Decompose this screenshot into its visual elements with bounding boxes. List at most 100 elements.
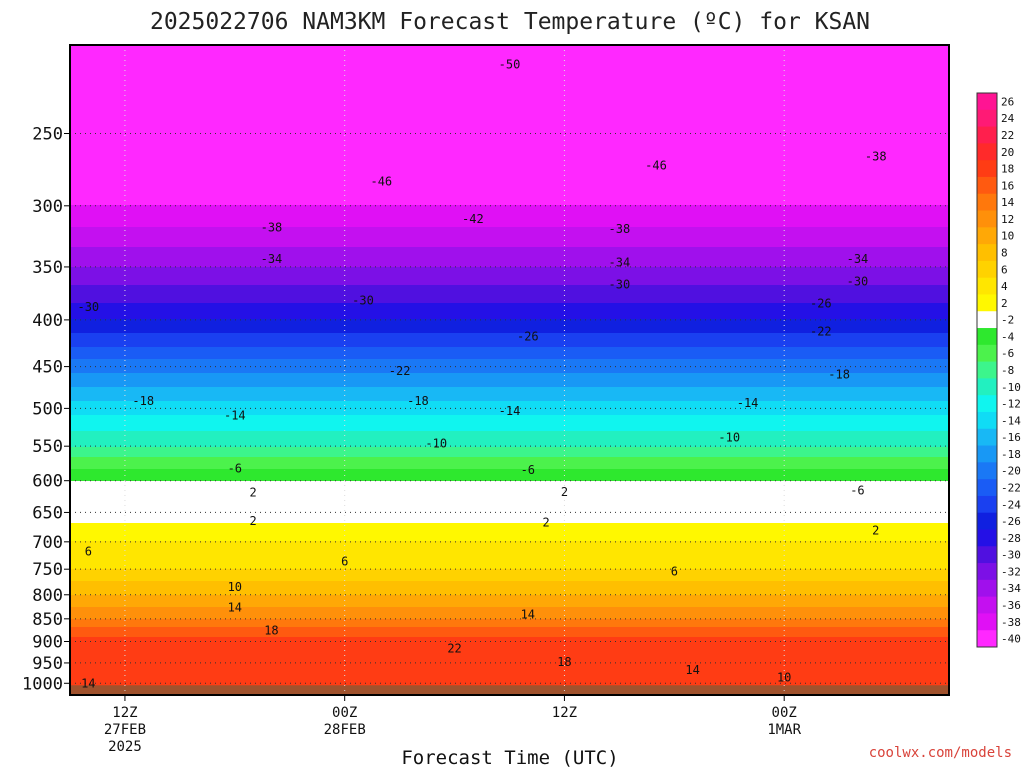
contour-label: -6 <box>521 463 535 477</box>
temperature-band <box>70 87 949 90</box>
temperature-band <box>70 127 949 130</box>
temperature-band <box>70 669 949 672</box>
credit-link[interactable]: coolwx.com/models <box>869 745 1012 761</box>
temperature-band <box>70 397 949 400</box>
contour-label: 6 <box>85 544 92 558</box>
temperature-band <box>70 83 949 86</box>
contour-label: -6 <box>228 462 242 476</box>
pressure-tick-label: 350 <box>32 258 63 278</box>
temperature-band <box>70 159 949 162</box>
temperature-band <box>70 259 949 262</box>
temperature-band <box>70 387 949 390</box>
contour-label: -30 <box>609 278 631 292</box>
colorbar-swatch <box>977 244 997 262</box>
temperature-band <box>70 501 949 504</box>
temperature-band <box>70 57 949 60</box>
temperature-band <box>70 85 949 88</box>
contour-label: 10 <box>228 580 242 594</box>
temperature-band <box>70 655 949 658</box>
temperature-band <box>70 89 949 92</box>
pressure-tick-label: 850 <box>32 610 63 630</box>
temperature-band <box>70 519 949 522</box>
temperature-band <box>70 99 949 102</box>
colorbar-label: 18 <box>1001 163 1014 176</box>
temperature-band <box>70 101 949 104</box>
temperature-band <box>70 375 949 378</box>
temperature-band <box>70 179 949 182</box>
colorbar-swatch <box>977 613 997 631</box>
temperature-band <box>70 337 949 340</box>
temperature-band <box>70 205 949 208</box>
temperature-band <box>70 595 949 598</box>
temperature-band <box>70 453 949 456</box>
colorbar-label: 14 <box>1001 196 1015 209</box>
temperature-band <box>70 237 949 240</box>
temperature-band <box>70 291 949 294</box>
colorbar-swatch <box>977 512 997 530</box>
temperature-band <box>70 639 949 642</box>
temperature-band <box>70 277 949 280</box>
temperature-band <box>70 539 949 542</box>
contour-label: -38 <box>865 150 887 164</box>
colorbar-swatch <box>977 479 997 497</box>
contour-label: 6 <box>341 555 348 569</box>
temperature-band <box>70 175 949 178</box>
temperature-band <box>70 173 949 176</box>
colorbar-swatch <box>977 546 997 564</box>
temperature-band <box>70 399 949 402</box>
temperature-band <box>70 279 949 282</box>
temperature-band <box>70 577 949 580</box>
temperature-band <box>70 409 949 412</box>
temperature-band <box>70 223 949 226</box>
colorbar-swatch <box>977 109 997 128</box>
temperature-band <box>70 191 949 194</box>
temperature-band <box>70 371 949 374</box>
temperature-band <box>70 349 949 352</box>
contour-label: -18 <box>132 394 154 408</box>
temperature-band <box>70 305 949 308</box>
temperature-band <box>70 107 949 110</box>
colorbar-label: -26 <box>1001 515 1021 528</box>
temperature-band <box>70 187 949 190</box>
colorbar-label: -40 <box>1001 633 1021 646</box>
temperature-band <box>70 327 949 330</box>
temperature-band <box>70 287 949 290</box>
temperature-band <box>70 571 949 574</box>
temperature-band <box>70 163 949 166</box>
temperature-band <box>70 531 949 534</box>
contour-label: -46 <box>645 158 667 172</box>
contour-label: -22 <box>810 325 832 339</box>
temperature-band <box>70 557 949 560</box>
temperature-band <box>70 367 949 370</box>
pressure-tick-label: 300 <box>32 197 63 217</box>
temperature-band <box>70 203 949 206</box>
temperature-band <box>70 309 949 312</box>
colorbar-swatch <box>977 227 997 245</box>
temperature-band <box>70 347 949 350</box>
temperature-band <box>70 65 949 68</box>
contour-label: -38 <box>261 221 283 235</box>
contour-label: -22 <box>389 364 411 378</box>
temperature-band <box>70 313 949 316</box>
time-tick-label: 27FEB <box>104 722 146 738</box>
contour-label: 2 <box>250 485 257 499</box>
colorbar-label: -34 <box>1001 582 1021 595</box>
colorbar-label: -16 <box>1001 431 1021 444</box>
temperature-band <box>70 423 949 426</box>
temperature-band <box>70 429 949 432</box>
temperature-band <box>70 407 949 410</box>
temperature-band <box>70 331 949 334</box>
contour-label: -34 <box>261 252 283 266</box>
pressure-tick-label: 900 <box>32 632 63 652</box>
temperature-band <box>70 629 949 632</box>
temperature-band <box>70 81 949 84</box>
temperature-band <box>70 269 949 272</box>
temperature-band <box>70 483 949 486</box>
temperature-band <box>70 93 949 96</box>
temperature-band <box>70 197 949 200</box>
temperature-band <box>70 665 949 668</box>
pressure-tick-label: 650 <box>32 503 63 523</box>
temperature-band <box>70 103 949 106</box>
temperature-band <box>70 361 949 364</box>
temperature-band <box>70 59 949 62</box>
